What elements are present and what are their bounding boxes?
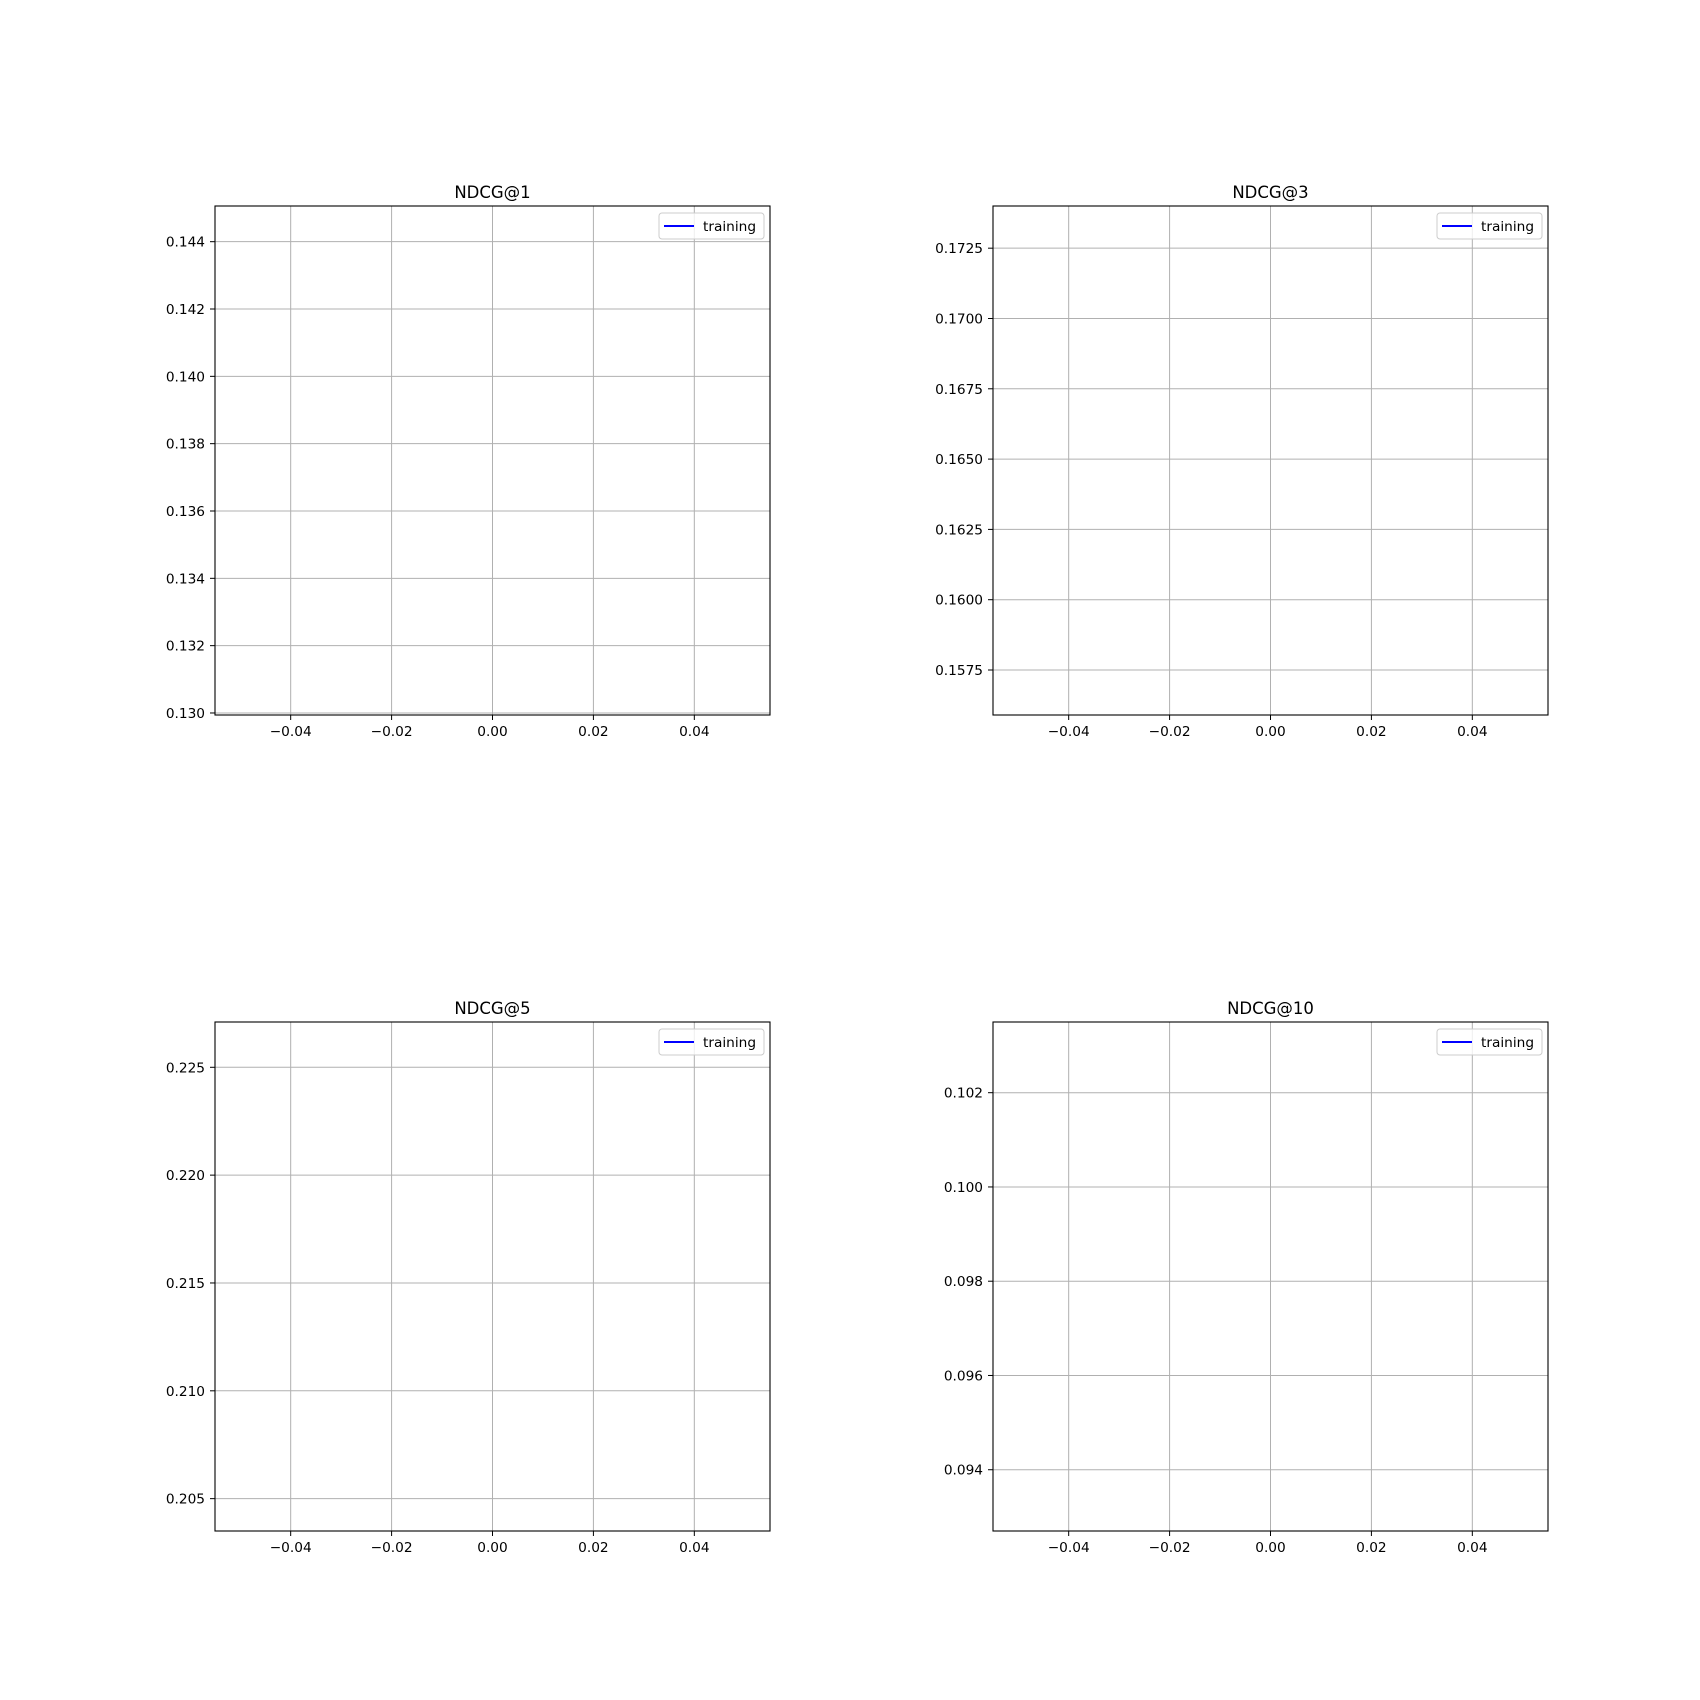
y-tick-label: 0.1600: [935, 593, 983, 609]
x-tick-label: −0.02: [371, 1540, 413, 1556]
chart-title: NDCG@1: [454, 183, 530, 202]
y-tick-label: 0.1625: [935, 522, 983, 538]
x-tick-label: 0.02: [578, 1540, 608, 1556]
y-tick-label: 0.100: [944, 1180, 983, 1196]
x-tick-label: 0.02: [1356, 724, 1386, 740]
legend-box: [658, 212, 765, 240]
y-tick-label: 0.144: [166, 235, 205, 251]
legend: training: [1436, 212, 1543, 240]
y-tick-label: 0.210: [166, 1384, 205, 1400]
y-tick-label: 0.215: [166, 1276, 205, 1292]
chart-title: NDCG@5: [454, 999, 530, 1018]
legend: training: [658, 212, 765, 240]
y-tick-label: 0.140: [166, 369, 205, 385]
y-tick-label: 0.1575: [935, 663, 983, 679]
x-tick-label: −0.02: [1149, 724, 1191, 740]
x-tick-label: 0.00: [1255, 724, 1285, 740]
y-tick-label: 0.094: [944, 1463, 983, 1479]
y-tick-label: 0.205: [166, 1492, 205, 1508]
x-tick-label: 0.02: [1356, 1540, 1386, 1556]
legend-label-training: training: [1481, 1035, 1534, 1051]
x-tick-label: −0.02: [371, 724, 413, 740]
y-tick-label: 0.1675: [935, 382, 983, 398]
chart-title: NDCG@3: [1232, 183, 1308, 202]
y-tick-label: 0.225: [166, 1060, 205, 1076]
legend-label-training: training: [703, 219, 756, 235]
x-tick-label: 0.00: [477, 724, 507, 740]
y-tick-label: 0.130: [166, 706, 205, 722]
x-tick-label: −0.04: [1048, 1540, 1090, 1556]
chart-panel-3: −0.04 −0.02 0.00 0.02 0.04 0.205 0.210 0.215 0.2…: [166, 999, 771, 1556]
y-tick-label: 0.1700: [935, 311, 983, 327]
y-tick-label: 0.102: [944, 1086, 983, 1102]
x-tick-label: −0.04: [270, 724, 312, 740]
y-tick-label: 0.142: [166, 302, 205, 318]
legend-box: [1436, 212, 1543, 240]
y-tick-label: 0.098: [944, 1274, 983, 1290]
x-tick-label: −0.04: [270, 1540, 312, 1556]
chart-title: NDCG@10: [1227, 999, 1314, 1018]
x-tick-label: 0.04: [679, 1540, 709, 1556]
legend-label-training: training: [1481, 219, 1534, 235]
legend-label-training: training: [703, 1035, 756, 1051]
chart-panel-1: −0.04 −0.02 0.00 0.02 0.04 0.130 0.132 0.134 0.1…: [166, 183, 771, 740]
y-tick-label: 0.134: [166, 571, 205, 587]
y-tick-label: 0.132: [166, 639, 205, 655]
y-tick-label: 0.220: [166, 1168, 205, 1184]
y-tick-label: 0.1725: [935, 241, 983, 257]
x-tick-label: 0.04: [1457, 1540, 1487, 1556]
y-tick-label: 0.138: [166, 437, 205, 453]
legend: training: [658, 1028, 765, 1056]
x-tick-label: 0.00: [477, 1540, 507, 1556]
x-tick-label: 0.02: [578, 724, 608, 740]
y-tick-label: 0.096: [944, 1368, 983, 1384]
legend: training: [1436, 1028, 1543, 1056]
x-tick-label: 0.04: [1457, 724, 1487, 740]
y-tick-label: 0.1650: [935, 452, 983, 468]
x-tick-label: −0.02: [1149, 1540, 1191, 1556]
legend-box: [658, 1028, 765, 1056]
x-tick-label: 0.04: [679, 724, 709, 740]
chart-panel-4: −0.04 −0.02 0.00 0.02 0.04 0.094 0.096 0.098 0.1…: [944, 999, 1549, 1556]
legend-box: [1436, 1028, 1543, 1056]
x-tick-label: 0.00: [1255, 1540, 1285, 1556]
chart-panel-2: −0.04 −0.02 0.00 0.02 0.04 0.1575 0.1600 0.1625…: [935, 183, 1549, 740]
x-tick-label: −0.04: [1048, 724, 1090, 740]
y-tick-label: 0.136: [166, 504, 205, 520]
